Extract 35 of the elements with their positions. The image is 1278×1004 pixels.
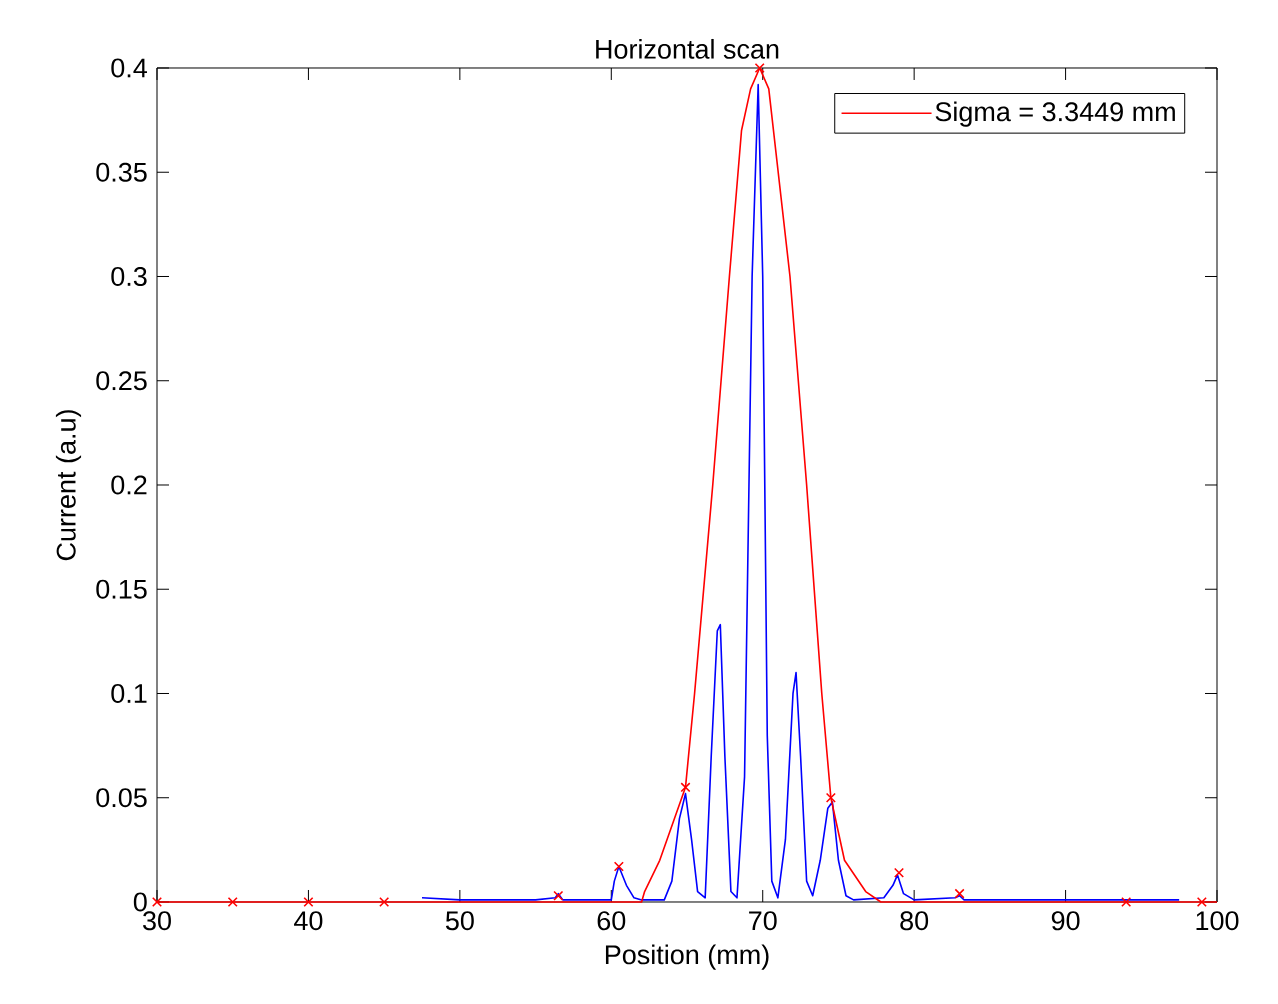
y-tick-label: 0 [133, 892, 147, 912]
y-tick-label: 0.15 [96, 579, 147, 599]
x-tick-label: 90 [1051, 911, 1080, 931]
chart-title: Horizontal scan [596, 38, 779, 59]
y-tick-label: 0.25 [96, 371, 147, 391]
y-tick-label: 0.35 [96, 162, 147, 182]
point [1121, 896, 1132, 908]
x-tick-label: 50 [445, 911, 474, 931]
line-series [156, 67, 1218, 903]
x-tick-label: 40 [294, 911, 323, 931]
legend-label: Sigma = 3.3449 mm [935, 101, 1175, 127]
point [825, 792, 836, 803]
y-tick-label: 0.4 [111, 58, 148, 78]
point [754, 62, 765, 74]
y-tick-label: 0.1 [111, 683, 147, 704]
point [680, 782, 691, 793]
y-tick-label: 0.2 [111, 475, 147, 495]
point [303, 896, 314, 908]
y-axis-title: Current (a.u) [55, 410, 82, 561]
point [227, 896, 238, 908]
point [893, 867, 905, 878]
y-tick-label: 0.3 [111, 266, 147, 287]
point [553, 890, 564, 901]
y-tick-label: 0.05 [96, 788, 147, 808]
x-tick-label: 80 [900, 911, 929, 931]
x-tick-label: 100 [1196, 911, 1239, 931]
point [954, 888, 965, 899]
x-tick-label: 70 [749, 911, 777, 931]
x-axis-title: Position (mm) [605, 944, 769, 970]
point [151, 896, 163, 908]
point [379, 896, 390, 908]
x-tick-label: 60 [597, 911, 626, 931]
point [613, 861, 624, 872]
point [1196, 896, 1207, 908]
x-tick-label: 30 [143, 911, 171, 931]
